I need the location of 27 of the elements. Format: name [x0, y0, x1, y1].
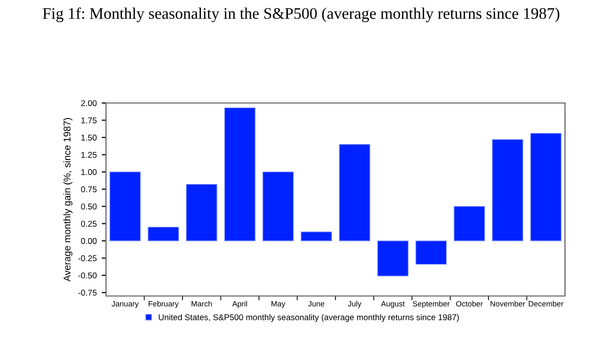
y-tick-label: 1.75	[81, 118, 97, 124]
bar	[377, 240, 409, 276]
bar	[454, 206, 486, 242]
y-tick-label: 1.25	[81, 152, 97, 158]
y-tick-label: 0.75	[81, 186, 97, 192]
y-axis-title: Average monthly gain (%, since 1987)	[63, 118, 72, 282]
bar	[186, 184, 218, 242]
bar	[300, 232, 332, 242]
chart-title: Fig 1f: Monthly seasonality in the S&P500 (average monthly returns since 1987)	[42, 7, 560, 22]
y-tick-label: 2.00	[81, 100, 97, 106]
y-tick-label: -0.75	[78, 290, 97, 296]
bar	[415, 240, 447, 265]
y-tick-label: 0.50	[81, 204, 97, 210]
y-tick-label: 1.00	[81, 169, 97, 176]
y-tick-label: 1.50	[81, 134, 97, 141]
bar	[492, 139, 524, 242]
bar	[338, 144, 370, 242]
bar	[224, 107, 256, 242]
y-tick-label: -0.25	[78, 255, 97, 262]
y-tick-label: 0.00	[81, 238, 97, 244]
y-tick-label: -0.50	[78, 272, 97, 278]
legend-label: United States, S&P500 monthly seasonality (average monthly returns since 1987)	[158, 314, 459, 322]
y-tick-label: 0.25	[81, 220, 97, 227]
bar	[148, 226, 180, 242]
bar	[530, 132, 562, 242]
bar	[109, 172, 141, 242]
bar	[262, 172, 294, 242]
